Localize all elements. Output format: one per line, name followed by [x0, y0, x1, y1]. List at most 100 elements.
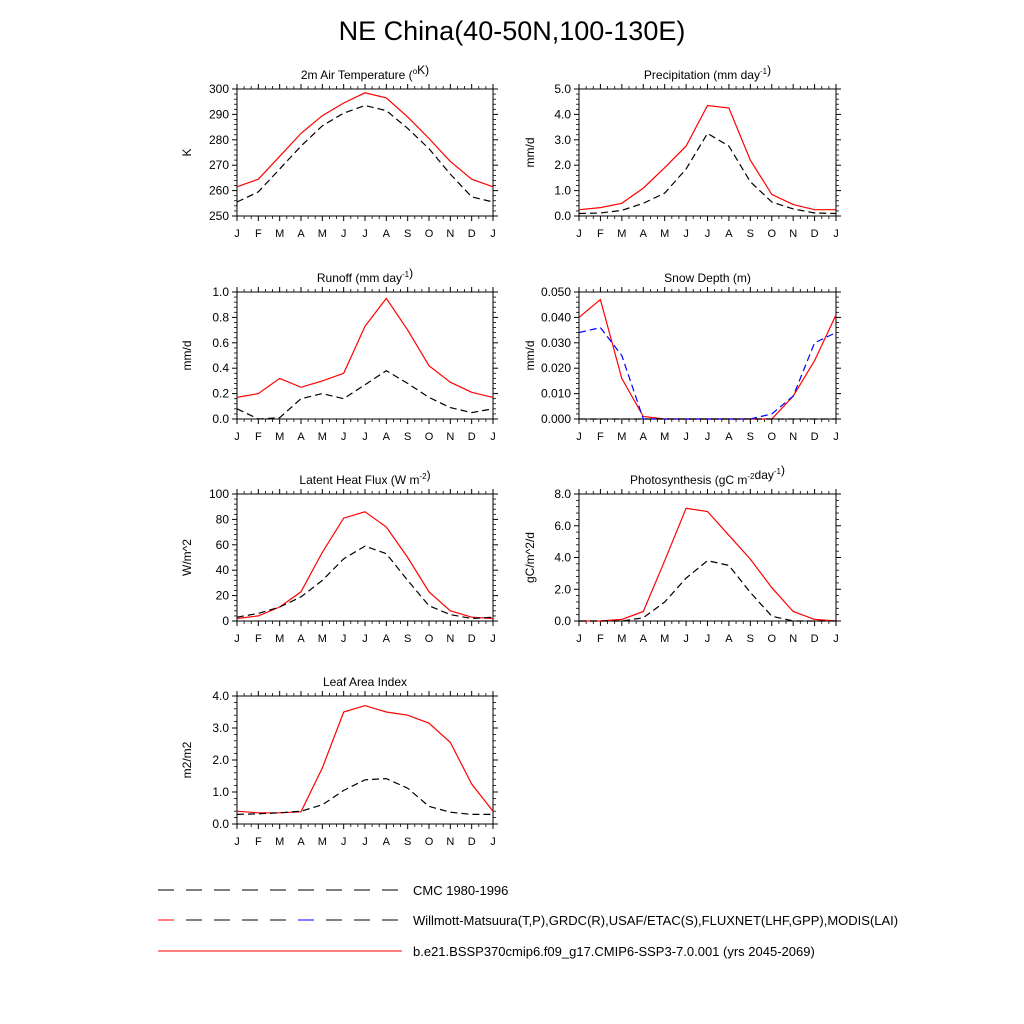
- x-tick-label: D: [811, 431, 819, 443]
- y-tick-label: 0.0: [212, 817, 229, 831]
- panel-title-text: ): [781, 463, 785, 477]
- x-tick-label: A: [297, 836, 305, 848]
- x-tick-label: N: [446, 431, 454, 443]
- panel-precip: J F M A M J J A S O N D J0.01.02.03.04.05.0mm/dPreci…: [523, 63, 841, 240]
- x-tick-label: O: [767, 633, 776, 645]
- y-tick-label: 0.020: [541, 361, 571, 375]
- panel-title-text: Runoff (mm day: [317, 271, 402, 285]
- series-line-dash-blue: [578, 326, 837, 420]
- y-tick-label: 0.030: [541, 336, 571, 350]
- y-tick-label: 3.0: [212, 721, 229, 735]
- panel-title: Runoff (mm day-1): [317, 266, 413, 285]
- x-tick-label: J: [490, 228, 496, 240]
- x-tick-label: D: [468, 228, 476, 240]
- x-tick-label: N: [789, 228, 797, 240]
- x-tick-label: M: [318, 431, 327, 443]
- series-line-solid-red: [578, 298, 837, 420]
- legend: CMC 1980-1996 Willmott-Matsuura(T,P),GRDC…: [158, 883, 898, 959]
- plot-frame: [578, 493, 837, 622]
- x-tick-label: N: [446, 633, 454, 645]
- legend-label: CMC 1980-1996: [413, 883, 508, 898]
- panel-title-text: day: [755, 468, 774, 482]
- x-tick-label: J: [362, 633, 368, 645]
- legend-label: b.e21.BSSP370cmip6.f09_g17.CMIP6-SSP3-7.…: [413, 944, 815, 959]
- panel-title-superscript: o: [413, 67, 418, 76]
- x-tick-label: M: [318, 836, 327, 848]
- x-tick-label: J: [490, 431, 496, 443]
- x-tick-label: S: [404, 633, 411, 645]
- y-tick-label: 2.0: [554, 158, 571, 172]
- x-tick-label: M: [660, 633, 669, 645]
- legend-item: Willmott-Matsuura(T,P),GRDC(R),USAF/ETAC…: [158, 913, 898, 928]
- y-axis-label: W/m^2: [180, 539, 194, 576]
- x-tick-label: F: [255, 431, 262, 443]
- x-tick-label: N: [789, 431, 797, 443]
- x-tick-label: M: [275, 431, 284, 443]
- x-tick-label: M: [275, 228, 284, 240]
- y-tick-label: 0.0: [554, 614, 571, 628]
- y-axis-label: K: [180, 148, 194, 156]
- panel-title-text: 2m Air Temperature (: [301, 68, 413, 82]
- x-tick-label: O: [425, 633, 434, 645]
- series-line-solid-red: [236, 511, 494, 620]
- x-tick-label: M: [318, 633, 327, 645]
- x-tick-label: D: [468, 836, 476, 848]
- plot-frame: [578, 291, 837, 420]
- y-tick-label: 0.0: [554, 209, 571, 223]
- y-tick-label: 2.0: [212, 753, 229, 767]
- y-tick-label: 0.0: [212, 412, 229, 426]
- series-line-dash-black: [236, 369, 494, 420]
- y-tick-label: 5.0: [554, 82, 571, 96]
- x-tick-label: A: [383, 431, 391, 443]
- y-tick-label: 8.0: [554, 487, 571, 501]
- panel-title-superscript: -2: [747, 472, 755, 481]
- panel-title-text: ): [409, 266, 413, 280]
- x-tick-label: J: [362, 228, 368, 240]
- x-tick-label: J: [576, 431, 582, 443]
- x-tick-label: F: [255, 228, 262, 240]
- y-axis-label: gC/m^2/d: [523, 532, 537, 583]
- x-tick-label: N: [446, 836, 454, 848]
- panel-title-text: Leaf Area Index: [323, 675, 407, 689]
- y-tick-label: 80: [216, 512, 230, 526]
- x-tick-label: J: [490, 633, 496, 645]
- x-tick-label: F: [255, 633, 262, 645]
- x-tick-label: S: [404, 228, 411, 240]
- plot-frame: [236, 695, 494, 825]
- panel-title-text: Latent Heat Flux (W m: [299, 473, 419, 487]
- legend-label: Willmott-Matsuura(T,P),GRDC(R),USAF/ETAC…: [413, 913, 898, 928]
- x-tick-label: S: [404, 836, 411, 848]
- y-tick-label: 0.6: [212, 336, 229, 350]
- panel-title-text: Photosynthesis (gC m: [630, 473, 747, 487]
- x-tick-label: S: [404, 431, 411, 443]
- panel-title-text: Precipitation (mm day: [644, 68, 760, 82]
- y-tick-label: 260: [209, 184, 229, 198]
- x-tick-label: A: [297, 228, 305, 240]
- x-tick-label: F: [597, 431, 604, 443]
- series-line-dash-black: [236, 545, 494, 620]
- plot-frame: [236, 88, 494, 217]
- legend-item: b.e21.BSSP370cmip6.f09_g17.CMIP6-SSP3-7.…: [158, 944, 815, 959]
- x-tick-label: D: [811, 228, 819, 240]
- panel-title-text: ): [767, 63, 771, 77]
- y-tick-label: 0.000: [541, 412, 571, 426]
- x-tick-label: N: [446, 228, 454, 240]
- y-axis-label: mm/d: [180, 341, 194, 371]
- plot-frame: [236, 493, 494, 622]
- y-tick-label: 4.0: [554, 551, 571, 565]
- x-tick-label: J: [683, 431, 689, 443]
- x-tick-label: M: [660, 431, 669, 443]
- series-line-solid-red: [236, 297, 494, 398]
- x-tick-label: A: [725, 431, 733, 443]
- x-tick-label: J: [234, 836, 240, 848]
- x-tick-label: A: [725, 228, 733, 240]
- y-axis-label: mm/d: [523, 138, 537, 168]
- y-tick-label: 0.2: [212, 387, 229, 401]
- panel-title-text: K): [417, 63, 429, 77]
- x-tick-label: M: [275, 633, 284, 645]
- series-line-dash-black: [579, 560, 836, 622]
- y-tick-label: 0.050: [541, 285, 571, 299]
- y-tick-label: 0.4: [212, 361, 229, 375]
